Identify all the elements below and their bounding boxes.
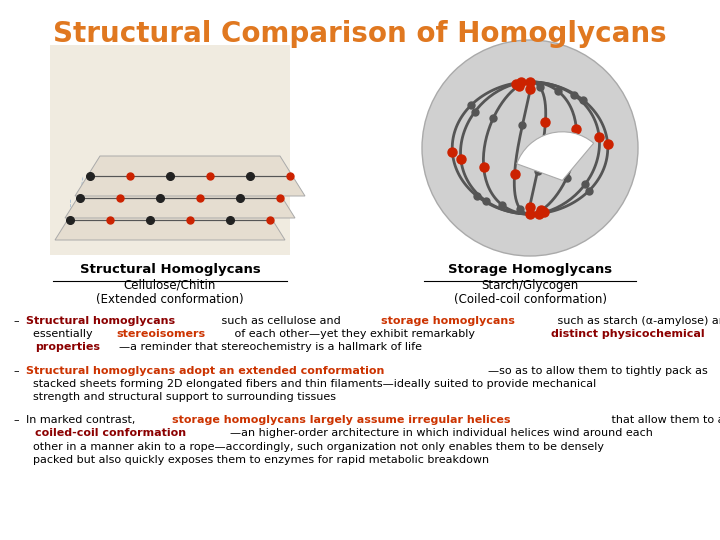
Text: essentially: essentially [26, 329, 96, 339]
Text: Starch/Glycogen: Starch/Glycogen [482, 279, 579, 292]
Polygon shape [65, 178, 295, 218]
FancyBboxPatch shape [50, 45, 290, 255]
Text: Structural Comparison of Homoglycans: Structural Comparison of Homoglycans [53, 20, 667, 48]
Wedge shape [517, 132, 593, 180]
Text: storage homoglycans largely assume irregular helices: storage homoglycans largely assume irreg… [171, 415, 510, 425]
Text: —so as to allow them to tightly pack as: —so as to allow them to tightly pack as [488, 366, 708, 376]
Text: —a reminder that stereochemistry is a hallmark of life: —a reminder that stereochemistry is a ha… [119, 342, 422, 353]
Text: coiled-coil conformation: coiled-coil conformation [35, 428, 186, 438]
Text: –: – [13, 366, 19, 376]
Text: Cellulose/Chitin: Cellulose/Chitin [124, 279, 216, 292]
Text: storage homoglycans: storage homoglycans [382, 316, 516, 326]
Text: that allow them to adopt a: that allow them to adopt a [608, 415, 720, 425]
Text: Structural Homoglycans: Structural Homoglycans [80, 263, 261, 276]
Text: such as starch (α-amylose) are: such as starch (α-amylose) are [554, 316, 720, 326]
Text: stereoisomers: stereoisomers [117, 329, 206, 339]
Text: (Coiled-coil conformation): (Coiled-coil conformation) [454, 293, 606, 306]
Text: properties: properties [35, 342, 100, 353]
Text: (Extended conformation): (Extended conformation) [96, 293, 244, 306]
Text: of each other—yet they exhibit remarkably: of each other—yet they exhibit remarkabl… [232, 329, 479, 339]
Text: distinct physicochemical: distinct physicochemical [551, 329, 704, 339]
Text: stacked sheets forming 2D elongated fibers and thin filaments—ideally suited to : stacked sheets forming 2D elongated fibe… [26, 379, 596, 389]
Text: Structural homoglycans: Structural homoglycans [26, 316, 175, 326]
Text: Storage Homoglycans: Storage Homoglycans [448, 263, 612, 276]
Text: other in a manner akin to a rope—accordingly, such organization not only enables: other in a manner akin to a rope—accordi… [26, 442, 604, 451]
Polygon shape [55, 200, 285, 240]
Text: such as cellulose and: such as cellulose and [218, 316, 345, 326]
Text: –: – [13, 316, 19, 326]
Ellipse shape [422, 40, 638, 256]
Text: strength and structural support to surrounding tissues: strength and structural support to surro… [26, 392, 336, 402]
Polygon shape [75, 156, 305, 196]
Text: packed but also quickly exposes them to enzymes for rapid metabolic breakdown: packed but also quickly exposes them to … [26, 455, 489, 465]
Text: –: – [13, 415, 19, 425]
Text: Structural homoglycans adopt an extended conformation: Structural homoglycans adopt an extended… [26, 366, 384, 376]
Text: In marked contrast,: In marked contrast, [26, 415, 139, 425]
Text: —an higher-order architecture in which individual helices wind around each: —an higher-order architecture in which i… [230, 428, 653, 438]
